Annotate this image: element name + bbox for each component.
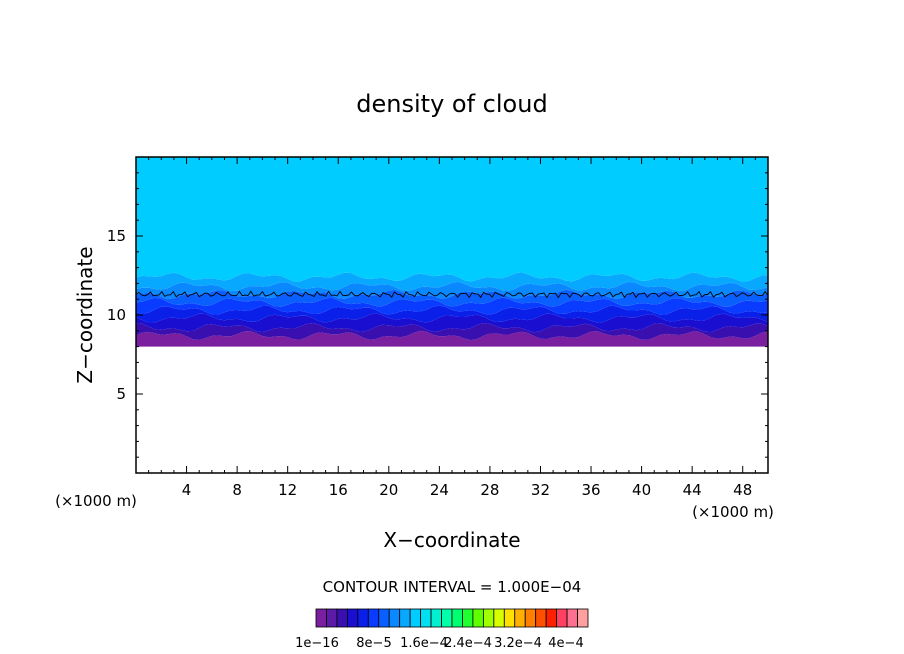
y-axis-label: Z−coordinate [73,246,97,383]
x-tick-label: 48 [733,481,752,499]
colorbar-swatch [514,608,526,628]
colorbar-label: 2.4e−4 [444,636,492,651]
x-axis-label: X−coordinate [383,528,520,552]
density-layer [136,297,768,315]
colorbar-swatch [493,608,505,628]
colorbar-swatch [503,608,516,628]
colorbar-swatch [346,608,359,628]
x-tick-label: 44 [683,481,702,499]
x-axis: 4 8 12 16 20 24 28 32 36 40 44 48 [148,157,756,499]
colorbar [315,608,589,628]
x-tick-label: 40 [632,481,651,499]
x-tick-label: 28 [480,481,499,499]
density-layer [136,289,768,307]
colorbar-swatch [399,608,411,628]
colorbar-swatch [566,608,578,628]
y-tick-label: 5 [116,385,126,403]
colorbar-swatch [451,608,463,628]
colorbar-swatch [409,608,422,628]
x-tick-label: 24 [430,481,449,499]
colorbar-label: 1e−16 [295,636,339,651]
colorbar-swatch [357,608,369,628]
x-axis-unit-left: (×1000 m) [55,492,137,510]
x-tick-label: 36 [581,481,600,499]
colorbar-swatch [367,608,380,628]
colorbar-swatch [420,608,432,628]
colorbar-swatch [545,608,558,628]
colorbar-swatch [556,608,568,628]
density-layer [136,281,768,300]
colorbar-label: 4e−4 [548,636,583,651]
density-layer [136,313,768,333]
colorbar-swatch [482,608,495,628]
x-tick-label: 12 [278,481,297,499]
colorbar-swatch [336,608,348,628]
x-tick-label: 20 [379,481,398,499]
y-axis: 5 10 15 [107,172,768,458]
x-tick-label: 16 [329,481,348,499]
x-axis-unit-right: (×1000 m) [692,503,774,521]
x-tick-label: 8 [232,481,242,499]
colorbar-swatch [326,608,338,628]
density-layer [136,305,768,323]
colorbar-swatch [462,608,474,628]
colorbar-label: 1.6e−4 [400,636,448,651]
colorbar-swatch [315,608,327,628]
contour-line [135,290,769,299]
density-layer [136,323,768,341]
colorbar-labels: 1e−16 8e−5 1.6e−42.4e−4 3.2e−4 4e−4 [295,636,584,651]
chart-title: density of cloud [356,90,547,118]
y-tick-label: 15 [107,227,126,245]
density-layer [136,272,768,292]
density-field [136,157,768,347]
contour-interval-text: CONTOUR INTERVAL = 1.000E−04 [323,578,582,596]
colorbar-label: 3.2e−4 [494,636,542,651]
colorbar-swatch [441,608,453,628]
colorbar-swatch [577,608,589,628]
x-tick-label: 32 [531,481,550,499]
colorbar-swatch [378,608,390,628]
colorbar-swatch [524,608,537,628]
colorbar-swatch [535,608,547,628]
colorbar-swatch [388,608,401,628]
colorbar-label: 8e−5 [356,636,391,651]
y-tick-label: 10 [107,306,126,324]
colorbar-swatch [472,608,484,628]
x-tick-label: 4 [182,481,192,499]
density-layer [136,330,768,347]
colorbar-swatch [430,608,442,628]
density-layer [136,157,768,282]
